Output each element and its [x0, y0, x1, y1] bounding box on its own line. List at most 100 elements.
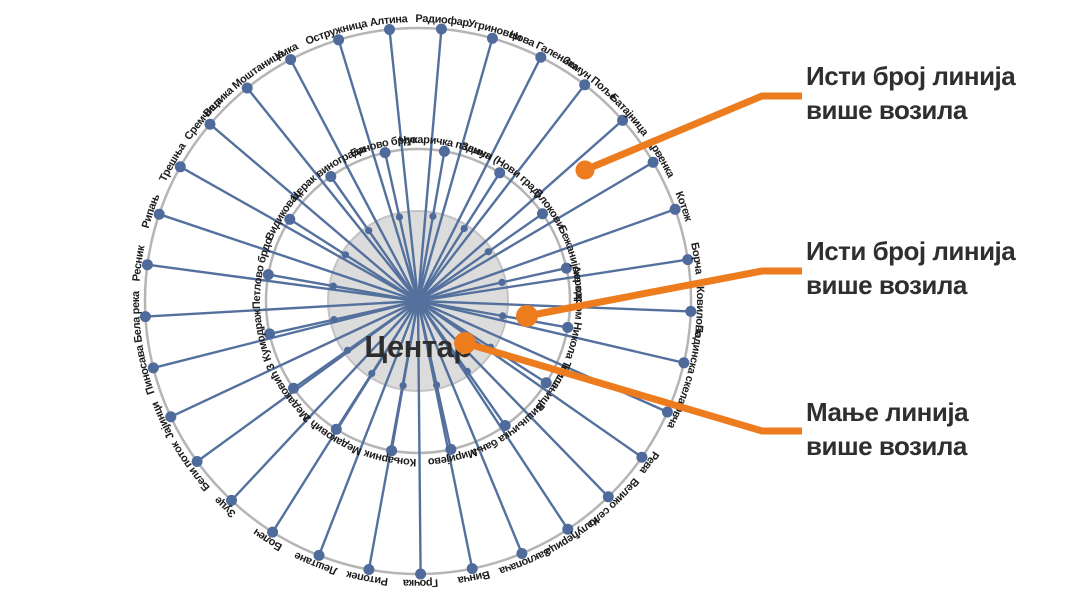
spoke-line — [145, 299, 419, 318]
node-dot — [285, 54, 297, 65]
node-dot — [636, 451, 648, 463]
node-dot — [499, 420, 511, 431]
node-dot — [602, 491, 614, 503]
node-dot — [560, 262, 572, 274]
hub-edge-dot — [463, 367, 471, 375]
spoke-line — [417, 299, 547, 384]
spoke-line — [335, 300, 420, 430]
spoke-line — [417, 266, 567, 303]
hub-edge-dot — [368, 369, 376, 378]
spoke-line — [170, 299, 419, 418]
annotation-anchor-dot — [454, 332, 476, 354]
annotation-same-lines-more-vehicles-2: Исти број линија више возила — [806, 234, 1036, 302]
annotation-line: више возила — [806, 95, 967, 125]
hub-edge-dot — [329, 282, 337, 290]
node-dot — [486, 32, 498, 44]
node-dot — [363, 564, 375, 575]
node-dot — [494, 167, 506, 179]
annotation-line: Мање линија — [806, 397, 969, 427]
node-dot — [438, 145, 450, 157]
spoke-line — [417, 300, 507, 427]
center-label: Центар — [364, 329, 471, 364]
spoke-line — [417, 119, 624, 302]
node-dot — [141, 259, 153, 271]
node-dot — [191, 456, 203, 467]
node-label: Ковилово — [692, 285, 707, 338]
node-dot — [174, 161, 186, 173]
node-dot — [264, 328, 276, 340]
hub-edge-dot — [341, 251, 350, 259]
spoke-line — [246, 87, 419, 302]
spoke-line — [416, 300, 524, 554]
spoke-line — [230, 300, 419, 502]
annotation-line: више возила — [806, 431, 967, 461]
node-dot — [685, 305, 697, 317]
node-dot — [384, 24, 395, 35]
hub-edge-dot — [460, 224, 468, 233]
hub-edge-dot — [344, 346, 352, 354]
annotation-anchor-dot — [516, 305, 538, 327]
node-dots — [139, 23, 697, 580]
node-dot — [333, 34, 345, 46]
node-dot — [284, 213, 296, 225]
annotation-fewer-lines-more-vehicles: Мање линија више возила — [806, 395, 1036, 463]
node-dot — [579, 79, 591, 91]
hub-edge-dot — [433, 381, 441, 389]
spoke-line — [383, 152, 420, 302]
node-dot — [535, 51, 547, 63]
hub-edge-dot — [330, 316, 338, 324]
spoke-line — [417, 299, 691, 313]
spoke-line — [329, 175, 419, 302]
spoke-line — [416, 300, 453, 450]
spoke-line — [158, 213, 419, 303]
hub-edge-dot — [365, 227, 373, 235]
spoke-line — [388, 29, 420, 302]
node-dot — [562, 523, 574, 535]
spoke-line — [289, 218, 419, 303]
node-dot — [204, 118, 216, 130]
spoke-line — [416, 151, 446, 302]
node-label: Медаковић 3 — [261, 360, 313, 425]
node-dot — [241, 82, 253, 94]
inner-ring — [264, 147, 572, 455]
node-label: Грочка — [402, 576, 439, 589]
spoke-line — [417, 208, 676, 303]
spoke-line — [416, 56, 542, 302]
node-dot — [262, 269, 274, 281]
annotation-line: Исти број линија — [806, 236, 1016, 266]
node-dot — [678, 357, 690, 369]
spoke-line — [179, 165, 419, 303]
annotation-same-lines-more-vehicles-1: Исти број линија више возила — [806, 59, 1036, 127]
hub-edge-dot — [395, 213, 403, 221]
node-label: Ресник — [130, 244, 147, 283]
node-dot — [661, 406, 673, 418]
spoke-line — [417, 212, 544, 302]
node-dot — [445, 443, 457, 455]
spoke-line — [153, 299, 419, 370]
spoke-line — [269, 299, 419, 336]
node-label: Алтина — [369, 12, 410, 29]
spoke-line — [289, 58, 420, 302]
node-dot — [330, 423, 342, 435]
node-dot — [647, 156, 659, 168]
spoke-line — [417, 300, 610, 498]
node-dot — [682, 254, 694, 266]
spoke-line — [417, 300, 643, 459]
node-dot — [153, 208, 165, 220]
spoke-line — [147, 263, 419, 303]
hub-edge-dot — [498, 278, 506, 286]
node-dot — [669, 203, 681, 215]
spoke-line — [317, 300, 420, 556]
node-label: Бела река — [129, 289, 145, 343]
node-dot — [313, 549, 325, 561]
node-dot — [379, 147, 391, 159]
annotation-line: Исти број линија — [806, 61, 1016, 91]
node-dot — [617, 114, 629, 126]
node-label: Медаковић 2 — [299, 410, 365, 460]
spoke-line — [417, 258, 688, 303]
hub-edge-dot — [499, 312, 507, 320]
spoke-line — [416, 37, 494, 302]
spoke-line — [209, 123, 419, 302]
